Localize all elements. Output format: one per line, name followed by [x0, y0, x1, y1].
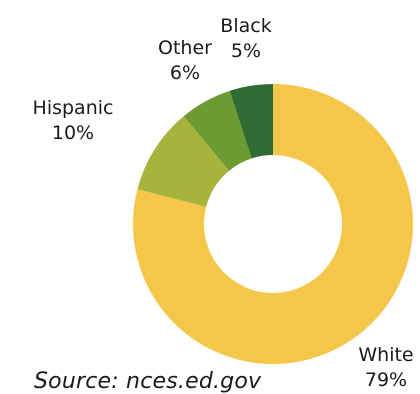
slice-label-black: Black 5%	[220, 14, 271, 64]
slice-label-other: Other 6%	[158, 36, 212, 86]
donut-slice-hispanic	[137, 116, 230, 207]
slice-name-white: White	[358, 344, 414, 366]
slice-label-hispanic: Hispanic 10%	[33, 96, 114, 146]
slice-value-other: 6%	[169, 62, 201, 84]
donut-slice-other	[183, 90, 252, 171]
slice-name-other: Other	[158, 37, 212, 59]
source-note: Source: nces.ed.gov	[34, 369, 262, 394]
slice-name-hispanic: Hispanic	[32, 97, 114, 119]
donut-slice-white	[133, 84, 414, 364]
slice-label-white: White 79%	[358, 343, 413, 393]
slice-value-hispanic: 10%	[51, 122, 95, 144]
donut-slice-black	[229, 84, 273, 159]
slice-value-white: 79%	[364, 369, 408, 391]
slice-name-black: Black	[220, 15, 272, 37]
slice-value-black: 5%	[230, 40, 262, 62]
